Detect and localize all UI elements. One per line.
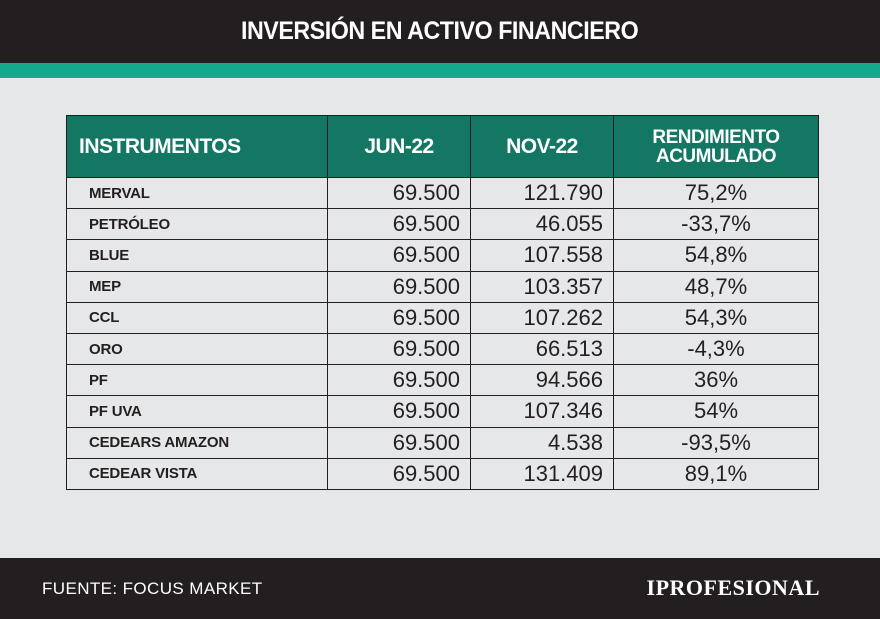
cell-nov-22: 94.566 — [470, 364, 614, 397]
cell-instrument: CEDEAR VISTA — [66, 457, 328, 490]
cell-instrument: PETRÓLEO — [66, 208, 328, 241]
table-body: MERVAL 69.500 121.790 75,2% PETRÓLEO 69.500 46… — [66, 176, 819, 490]
cell-nov-22: 107.262 — [470, 301, 614, 334]
table-row: CCL 69.500 107.262 54,3% — [66, 301, 819, 334]
cell-nov-22: 121.790 — [470, 176, 614, 210]
column-header-jun-22: JUN-22 — [327, 115, 471, 178]
table-row: MERVAL 69.500 121.790 75,2% — [66, 176, 819, 210]
cell-jun-22: 69.500 — [327, 270, 471, 303]
footer-bar: FUENTE: FOCUS MARKET IPROFESIONAL — [0, 558, 880, 619]
cell-instrument: BLUE — [66, 239, 328, 272]
table-row: CEDEAR VISTA 69.500 131.409 89,1% — [66, 457, 819, 490]
cell-instrument: MEP — [66, 270, 328, 303]
column-header-rendimiento-acumulado: RENDIMIENTO ACUMULADO — [613, 115, 819, 178]
table-row: MEP 69.500 103.357 48,7% — [66, 270, 819, 303]
cell-rendimiento: 54,3% — [613, 301, 819, 334]
brand-logo: IPROFESIONAL — [646, 575, 820, 600]
cell-jun-22: 69.500 — [327, 332, 471, 366]
cell-nov-22: 103.357 — [470, 270, 614, 303]
table-row: PF UVA 69.500 107.346 54% — [66, 395, 819, 428]
cell-nov-22: 107.346 — [470, 395, 614, 428]
cell-rendimiento: 54,8% — [613, 239, 819, 272]
column-header-nov-22: NOV-22 — [470, 115, 614, 178]
data-table-container: INSTRUMENTOS JUN-22 NOV-22 RENDIMIENTO A… — [66, 115, 819, 490]
table-row: BLUE 69.500 107.558 54,8% — [66, 239, 819, 272]
cell-rendimiento: 89,1% — [613, 457, 819, 490]
cell-jun-22: 69.500 — [327, 426, 471, 459]
cell-nov-22: 66.513 — [470, 332, 614, 366]
table-row: CEDEARS AMAZON 69.500 4.538 -93,5% — [66, 426, 819, 459]
cell-jun-22: 69.500 — [327, 364, 471, 397]
cell-nov-22: 4.538 — [470, 426, 614, 459]
cell-rendimiento: 36% — [613, 364, 819, 397]
cell-nov-22: 131.409 — [470, 457, 614, 490]
title-banner: INVERSIÓN EN ACTIVO FINANCIERO — [0, 0, 880, 63]
column-header-rendimiento: RENDIMIENTO — [652, 126, 780, 148]
cell-instrument: PF UVA — [66, 395, 328, 428]
cell-instrument: CCL — [66, 301, 328, 334]
cell-instrument: ORO — [66, 332, 328, 366]
table-row: PETRÓLEO 69.500 46.055 -33,7% — [66, 208, 819, 241]
cell-rendimiento: 54% — [613, 395, 819, 428]
cell-instrument: CEDEARS AMAZON — [66, 426, 328, 459]
accent-stripe — [0, 63, 880, 78]
cell-instrument: PF — [66, 364, 328, 397]
cell-jun-22: 69.500 — [327, 457, 471, 490]
cell-jun-22: 69.500 — [327, 301, 471, 334]
column-header-acumulado: ACUMULADO — [655, 145, 777, 167]
cell-rendimiento: -4,3% — [613, 332, 819, 366]
cell-instrument: MERVAL — [66, 176, 328, 210]
cell-jun-22: 69.500 — [327, 395, 471, 428]
cell-rendimiento: 75,2% — [613, 176, 819, 210]
table-header-row: INSTRUMENTOS JUN-22 NOV-22 RENDIMIENTO A… — [66, 115, 819, 178]
investment-table: INSTRUMENTOS JUN-22 NOV-22 RENDIMIENTO A… — [66, 115, 819, 490]
table-row: PF 69.500 94.566 36% — [66, 364, 819, 397]
cell-nov-22: 107.558 — [470, 239, 614, 272]
cell-jun-22: 69.500 — [327, 239, 471, 272]
page-title: INVERSIÓN EN ACTIVO FINANCIERO — [241, 17, 639, 45]
cell-jun-22: 69.500 — [327, 208, 471, 241]
cell-rendimiento: -93,5% — [613, 426, 819, 459]
cell-nov-22: 46.055 — [470, 208, 614, 241]
column-header-instrumentos: INSTRUMENTOS — [66, 115, 328, 178]
cell-rendimiento: -33,7% — [613, 208, 819, 241]
cell-rendimiento: 48,7% — [613, 270, 819, 303]
source-label: FUENTE: FOCUS MARKET — [42, 579, 263, 598]
cell-jun-22: 69.500 — [327, 176, 471, 210]
table-row: ORO 69.500 66.513 -4,3% — [66, 332, 819, 366]
